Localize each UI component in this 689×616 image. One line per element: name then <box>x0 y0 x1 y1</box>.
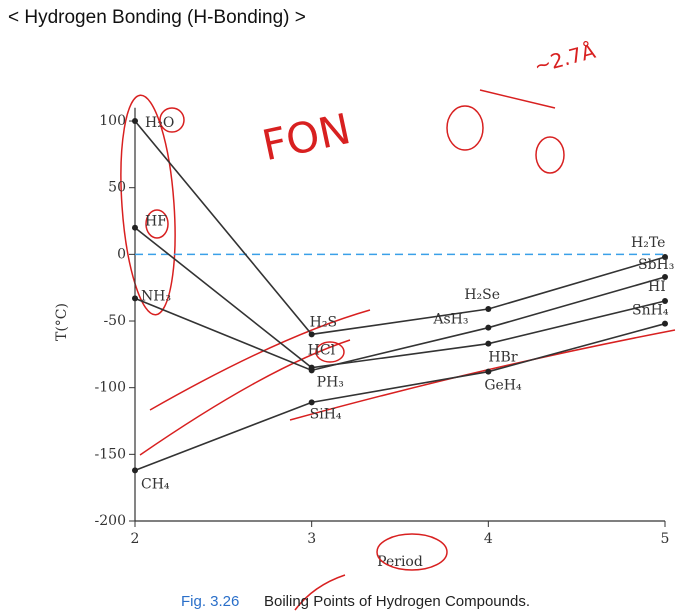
y-tick-label: 0 <box>117 246 126 262</box>
point-label: HF <box>145 214 167 230</box>
handwritten-note: FON <box>258 104 355 170</box>
series-line <box>134 322 666 472</box>
point <box>132 118 138 125</box>
series-line <box>134 120 666 336</box>
point <box>308 367 315 374</box>
point-label: H₂S <box>310 314 337 330</box>
point <box>662 274 668 281</box>
point-label: SbH₃ <box>638 257 674 273</box>
point <box>132 224 138 231</box>
point <box>308 331 315 338</box>
point-label: H₂Se <box>464 287 500 303</box>
caption: Boiling Points of Hydrogen Compounds. <box>264 593 530 610</box>
y-axis-label: T(°C) <box>54 303 70 341</box>
point-label: SnH₄ <box>632 303 669 319</box>
point <box>485 324 492 331</box>
point <box>662 298 668 305</box>
point <box>662 254 668 261</box>
point-label: PH₃ <box>317 374 344 390</box>
point <box>662 320 668 327</box>
page-title: < Hydrogen Bonding (H-Bonding) > <box>8 7 306 28</box>
x-tick-label: 3 <box>307 531 316 547</box>
y-tick-label: -200 <box>95 513 126 529</box>
y-tick-label: -150 <box>95 446 126 462</box>
y-tick-label: -50 <box>103 313 126 329</box>
point-label: H₂Te <box>631 235 665 251</box>
handwritten-note: ~2.7Å <box>532 39 599 78</box>
point <box>132 467 138 474</box>
point <box>132 295 138 302</box>
point-label: NH₃ <box>141 288 171 304</box>
point-label: SiH₄ <box>310 406 342 422</box>
point-label: HBr <box>488 350 517 366</box>
point-label: H₂O <box>145 115 174 131</box>
series-line <box>134 227 666 369</box>
series-line <box>134 276 666 372</box>
point-label: AsH₃ <box>432 312 468 328</box>
x-tick-label: 2 <box>131 531 140 547</box>
point-label: HI <box>648 279 666 295</box>
y-tick-label: -100 <box>95 380 126 396</box>
point-label: CH₄ <box>141 476 170 492</box>
caption-number: Fig. 3.26 <box>181 593 239 610</box>
point <box>485 306 492 313</box>
point <box>485 368 492 375</box>
x-tick-label: 4 <box>484 531 493 547</box>
y-tick-label: 100 <box>99 113 126 129</box>
x-tick-label: 5 <box>661 531 670 547</box>
point <box>308 399 315 406</box>
point-label: HCl <box>308 343 336 359</box>
y-tick-label: 50 <box>108 180 126 196</box>
point-label: GeH₄ <box>484 378 522 394</box>
point <box>485 340 492 347</box>
